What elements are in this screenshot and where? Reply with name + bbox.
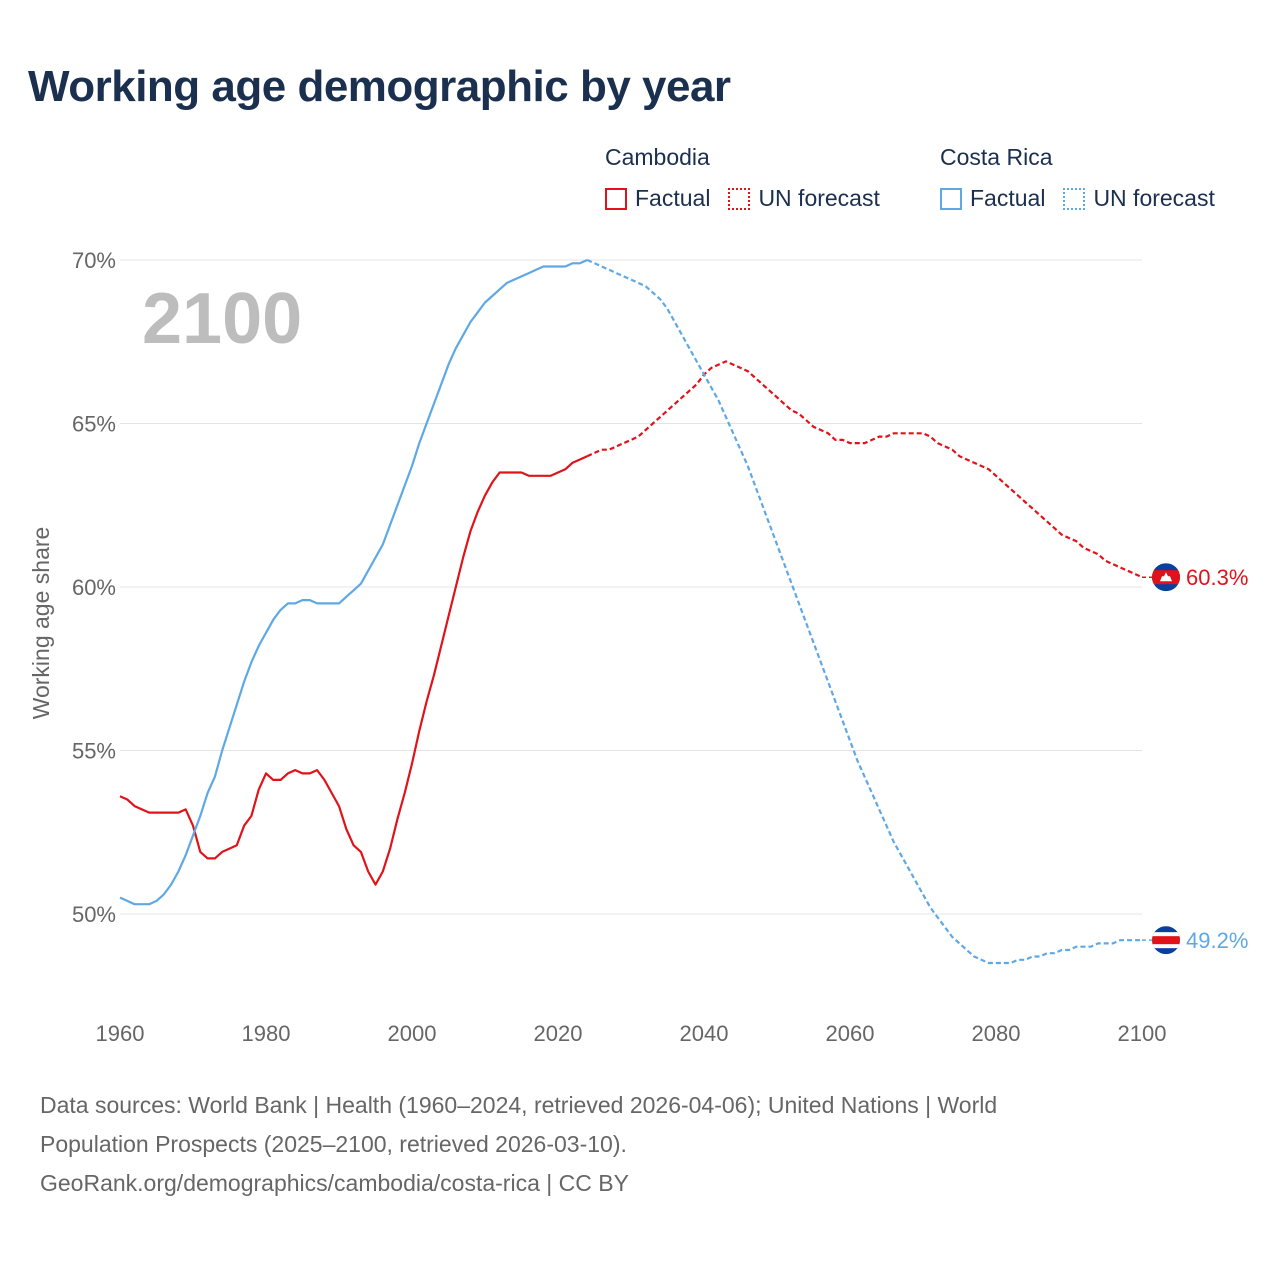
sources-line-3: GeoRank.org/demographics/cambodia/costa-…: [40, 1170, 629, 1196]
legend-swatch-dotted: [728, 187, 751, 210]
sources-line-1: Data sources: World Bank | Health (1960–…: [40, 1092, 998, 1118]
y-tick-label: 70%: [72, 248, 116, 273]
legend-label: UN forecast: [758, 185, 880, 211]
line-chart: 50% 55% 60% 65% 70% 1960 1980 2000 2020 2040 2060…: [28, 248, 1248, 1046]
legend-swatch-dotted: [1063, 187, 1086, 210]
y-tick-label: 50%: [72, 902, 116, 927]
legend-country-name: Cambodia: [605, 144, 710, 170]
legend-cambodia-factual[interactable]: Factual: [605, 185, 710, 212]
legend-swatch-solid: [940, 187, 962, 210]
end-markers: 60.3% 49.2%: [1142, 563, 1248, 955]
costa-rica-end-value-label: 49.2%: [1186, 928, 1248, 953]
x-tick-label: 2040: [680, 1021, 729, 1046]
x-tick-label: 2100: [1118, 1021, 1167, 1046]
legend-costa-rica-factual[interactable]: Factual: [940, 185, 1045, 212]
y-axis-ticks: 50% 55% 60% 65% 70%: [72, 248, 116, 927]
cambodia-factual-line: [119, 455, 588, 886]
x-tick-label: 2020: [534, 1021, 583, 1046]
y-tick-label: 65%: [72, 412, 116, 437]
cambodia-flag-icon: [1152, 563, 1180, 592]
cambodia-forecast-line: [586, 360, 1143, 579]
legend-label: Factual: [635, 185, 711, 211]
legend-swatch-solid: [605, 187, 627, 210]
legend-costa-rica-forecast[interactable]: UN forecast: [1063, 185, 1215, 212]
x-tick-label: 2080: [972, 1021, 1021, 1046]
costa-rica-flag-icon: [1152, 926, 1180, 955]
y-tick-label: 55%: [72, 739, 116, 764]
grid-lines: [120, 259, 1142, 915]
legend-country-name: Costa Rica: [940, 144, 1053, 170]
x-tick-label: 1980: [242, 1021, 291, 1046]
legend-label: Factual: [970, 185, 1046, 211]
data-sources: Data sources: World Bank | Health (1960–…: [40, 1086, 1190, 1203]
cambodia-end-value-label: 60.3%: [1186, 565, 1248, 590]
x-tick-label: 1960: [96, 1021, 145, 1046]
y-axis-label: Working age share: [28, 527, 54, 720]
legend-group-cambodia: Cambodia Factual UN forecast: [605, 144, 898, 212]
chart-title: Working age demographic by year: [28, 62, 731, 111]
legend-label: UN forecast: [1093, 185, 1215, 211]
y-tick-label: 60%: [72, 575, 116, 600]
costa-rica-factual-line: [119, 258, 588, 906]
x-axis-ticks: 1960 1980 2000 2020 2040 2060 2080 2100: [96, 1021, 1167, 1046]
legend-cambodia-forecast[interactable]: UN forecast: [728, 185, 880, 212]
x-tick-label: 2060: [826, 1021, 875, 1046]
x-tick-label: 2000: [388, 1021, 437, 1046]
legend-group-costa-rica: Costa Rica Factual UN forecast: [940, 144, 1233, 212]
sources-line-2: Population Prospects (2025–2100, retriev…: [40, 1131, 627, 1157]
series-group: [119, 258, 1143, 965]
year-watermark: 2100: [142, 279, 302, 359]
costa-rica-forecast-line: [586, 258, 1142, 965]
